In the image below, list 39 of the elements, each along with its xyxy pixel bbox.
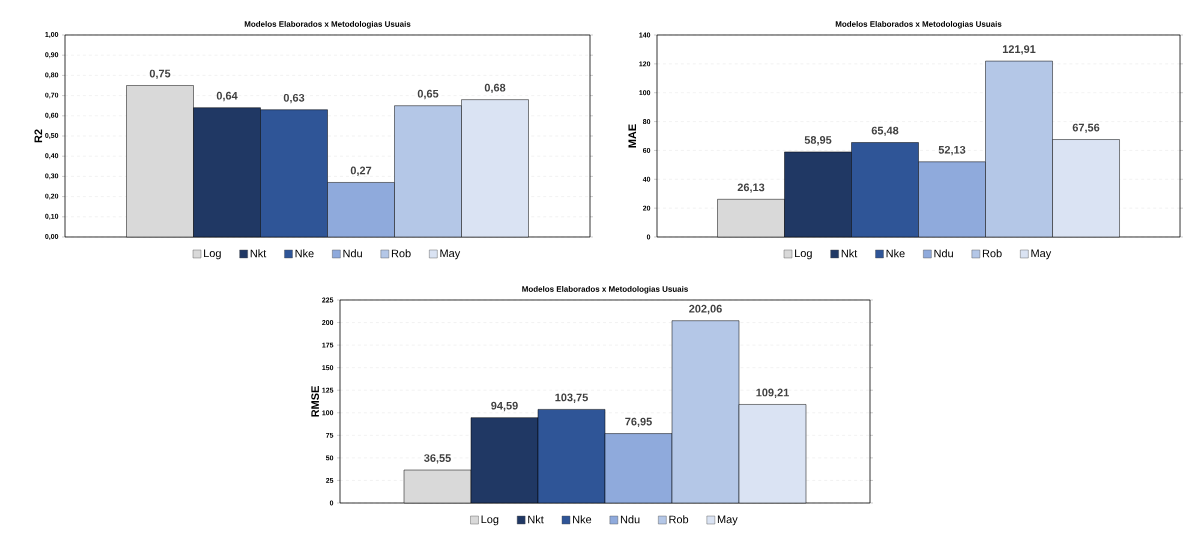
data-label: 26,13 [737, 183, 765, 193]
data-label: 103,75 [555, 393, 588, 403]
legend-label: Nkt [528, 515, 544, 524]
legend-label: Nke [573, 515, 592, 524]
data-label: 0,27 [350, 166, 372, 176]
data-label: 0,65 [417, 89, 439, 100]
data-label: 109,21 [756, 388, 789, 398]
legend-label: Nkt [250, 249, 267, 258]
y-axis-title: MAE [628, 124, 637, 148]
legend-label: Ndu [620, 515, 640, 524]
legend-label: Nkt [841, 249, 858, 258]
data-label: 202,06 [689, 304, 722, 315]
legend-label: Log [795, 249, 812, 260]
data-label: 121,91 [1002, 45, 1036, 55]
legend-label: Log [204, 249, 221, 260]
legend-label: Rob [391, 249, 411, 258]
data-label: 76,95 [625, 417, 652, 428]
legend-label: Ndu [343, 249, 362, 258]
legend-label: May [717, 515, 738, 526]
y-axis-title: RMSE [311, 386, 320, 417]
data-label: 52,13 [938, 145, 966, 156]
data-label: 0,63 [283, 93, 305, 104]
data-label: 67,56 [1072, 123, 1100, 133]
legend-label: Rob [982, 249, 1002, 258]
legend-label: Rob [669, 515, 689, 524]
legend-label: May [440, 249, 461, 260]
legend-label: May [1031, 249, 1052, 260]
legend-label: Nke [886, 249, 905, 258]
data-label: 0,64 [216, 91, 238, 102]
data-label: 0,75 [149, 69, 171, 79]
data-label: 94,59 [491, 401, 518, 412]
data-label: 65,48 [871, 126, 899, 137]
legend-label: Ndu [934, 249, 953, 258]
legend-label: Log [481, 515, 499, 526]
data-label: 0,68 [484, 83, 506, 94]
data-label: 36,55 [424, 454, 451, 464]
y-axis-title: R2 [34, 129, 43, 143]
legend-label: Nke [295, 249, 314, 258]
data-label: 58,95 [804, 136, 832, 146]
